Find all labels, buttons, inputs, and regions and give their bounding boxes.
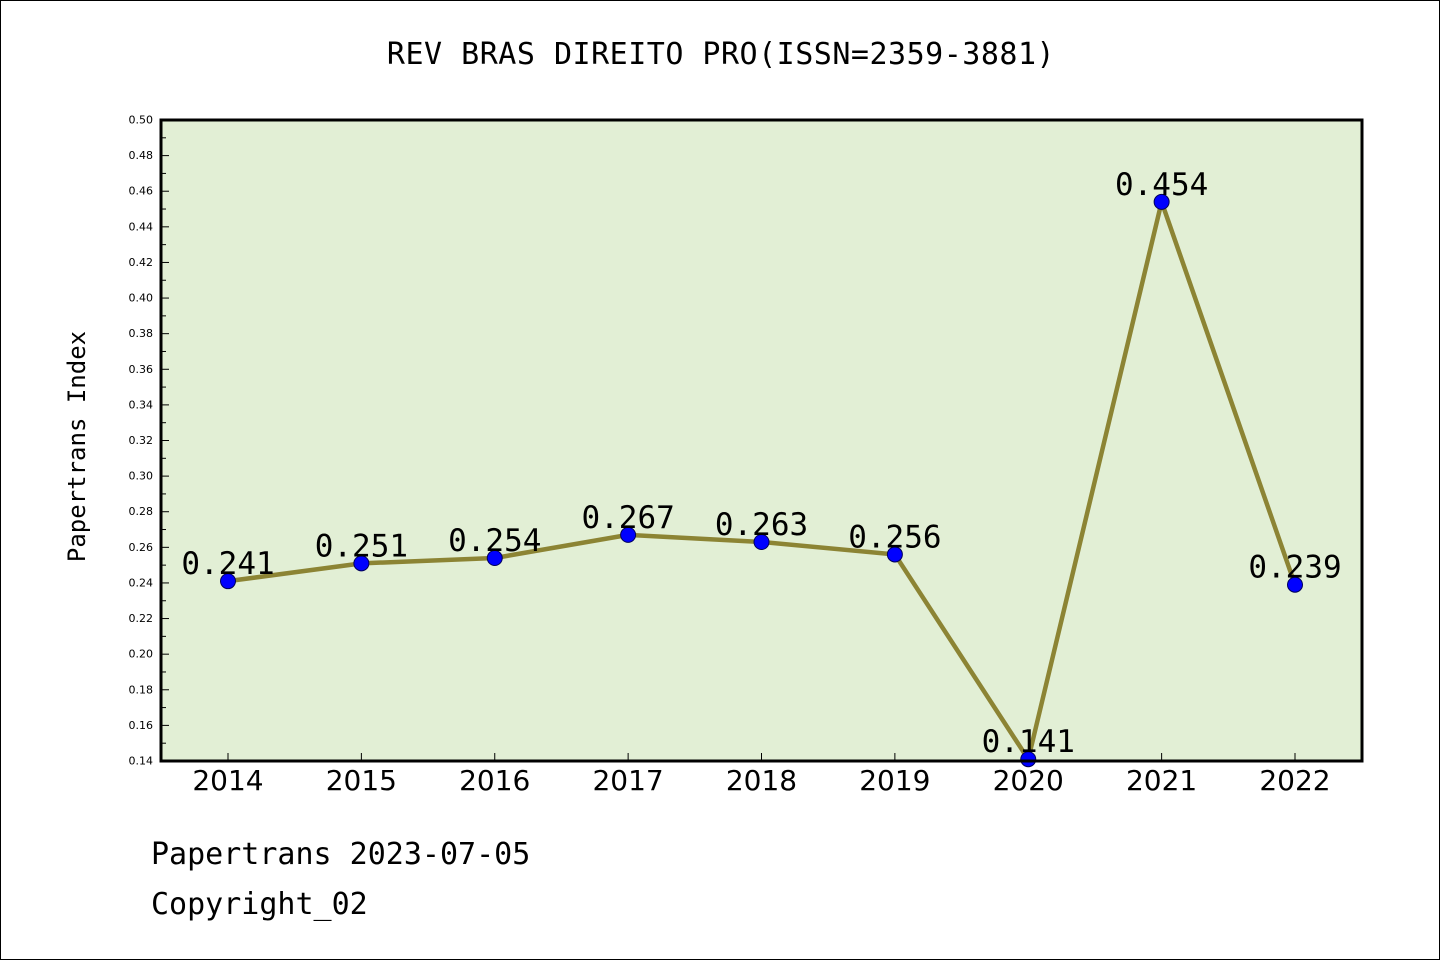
x-tick-label: 2020 [993, 764, 1064, 797]
series-markers [220, 193, 1303, 768]
y-tick-label: 0.22 [129, 612, 154, 625]
y-tick-label: 0.48 [129, 149, 154, 162]
data-label: 0.254 [448, 523, 541, 559]
data-point [753, 533, 770, 550]
data-point [886, 546, 903, 563]
y-tick-label: 0.16 [129, 719, 154, 732]
data-point [620, 526, 637, 543]
y-tick-label: 0.34 [129, 398, 154, 411]
y-tick-label: 0.26 [129, 541, 154, 554]
data-point [486, 550, 503, 567]
x-tick-label: 2021 [1126, 764, 1197, 797]
x-tick-label: 2015 [326, 764, 397, 797]
x-tick-label: 2019 [859, 764, 930, 797]
y-axis: 0.14 0.16 0.18 0.20 0.22 0.24 0.26 0.28 0.30 0.32… [129, 114, 169, 768]
data-label: 0.251 [315, 528, 408, 564]
y-tick-label: 0.50 [129, 114, 154, 127]
y-tick-label: 0.46 [129, 185, 154, 198]
footer-copyright: Copyright_02 [151, 887, 368, 922]
data-point [220, 573, 236, 590]
data-label: 0.256 [848, 519, 941, 555]
footer-source-date: Papertrans 2023-07-05 [151, 837, 531, 872]
data-label: 0.263 [715, 507, 808, 543]
x-tick-label: 2022 [1259, 764, 1330, 797]
data-labels: 0.241 0.251 0.254 0.267 0.263 0.256 0.141 0.454… [181, 167, 1341, 760]
x-axis: 2014 2015 2016 2017 2018 2019 2020 2021 2022 [192, 753, 1331, 797]
data-label: 0.241 [181, 546, 274, 582]
y-axis-label: Papertrans Index [63, 331, 91, 562]
data-point [353, 555, 370, 572]
y-tick-label: 0.38 [129, 327, 154, 340]
y-tick-label: 0.28 [129, 505, 154, 518]
data-point [1153, 193, 1170, 210]
y-tick-label: 0.30 [129, 470, 154, 483]
y-tick-label: 0.40 [129, 292, 154, 305]
x-tick-label: 2016 [459, 764, 530, 797]
data-label: 0.267 [581, 500, 674, 536]
y-tick-label: 0.14 [129, 755, 154, 768]
data-label: 0.239 [1248, 550, 1341, 586]
y-tick-label: 0.32 [129, 434, 154, 447]
x-tick-label: 2018 [726, 764, 797, 797]
y-tick-label: 0.24 [129, 576, 154, 589]
data-point [1287, 576, 1303, 593]
x-tick-label: 2017 [592, 764, 663, 797]
y-tick-label: 0.44 [129, 220, 154, 233]
data-point [1020, 751, 1037, 768]
plot-area [161, 120, 1362, 761]
y-tick-label: 0.20 [129, 648, 154, 661]
plot-frame [159, 118, 1364, 763]
chart-title: REV BRAS DIREITO PRO(ISSN=2359-3881) [386, 37, 1056, 72]
x-tick-label: 2014 [192, 764, 263, 797]
data-label: 0.141 [982, 724, 1075, 760]
data-label: 0.454 [1115, 167, 1208, 203]
y-tick-label: 0.18 [129, 683, 154, 696]
y-tick-label: 0.36 [129, 363, 154, 376]
y-tick-label: 0.42 [129, 256, 154, 269]
